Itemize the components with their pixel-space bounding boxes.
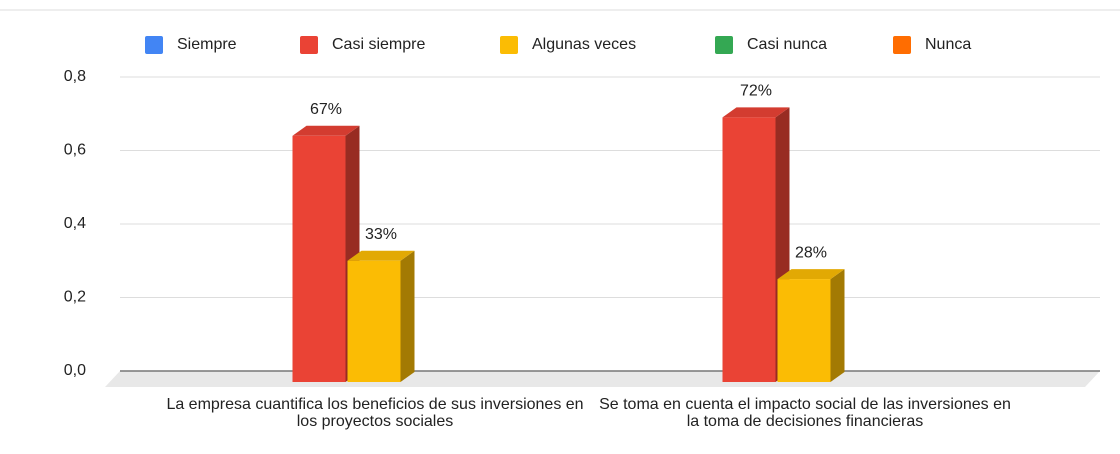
legend-label: Casi nunca [747, 36, 827, 53]
legend-swatch [500, 36, 518, 54]
bar-top [347, 250, 415, 261]
y-tick-label: 0,6 [64, 142, 86, 159]
legend-swatch [300, 36, 318, 54]
value-label: 72% [740, 83, 772, 100]
y-tick-label: 0,2 [64, 289, 86, 306]
bar-top [292, 125, 360, 136]
bar [777, 279, 831, 382]
bar [347, 260, 401, 382]
bar-side [830, 269, 845, 382]
legend-swatch [893, 36, 911, 54]
y-tick-label: 0,0 [64, 362, 86, 379]
bar [722, 117, 776, 383]
x-tick-label: Se toma en cuenta el impacto social de l… [599, 396, 1011, 430]
legend-label: Casi siempre [332, 36, 425, 53]
value-label: 33% [365, 226, 397, 243]
legend-swatch [145, 36, 163, 54]
bar-top [722, 107, 790, 118]
x-tick-label: La empresa cuantifica los beneficios de … [166, 396, 584, 430]
y-tick-label: 0,8 [64, 68, 86, 85]
y-tick-label: 0,4 [64, 215, 86, 232]
bar [292, 135, 346, 382]
bar-side [400, 250, 415, 382]
legend-label: Siempre [177, 36, 237, 53]
value-label: 67% [310, 101, 342, 118]
legend-label: Algunas veces [532, 36, 636, 53]
legend-swatch [715, 36, 733, 54]
value-label: 28% [795, 244, 827, 261]
bar-top [777, 269, 845, 280]
legend-label: Nunca [925, 36, 971, 53]
floor [105, 371, 1100, 387]
